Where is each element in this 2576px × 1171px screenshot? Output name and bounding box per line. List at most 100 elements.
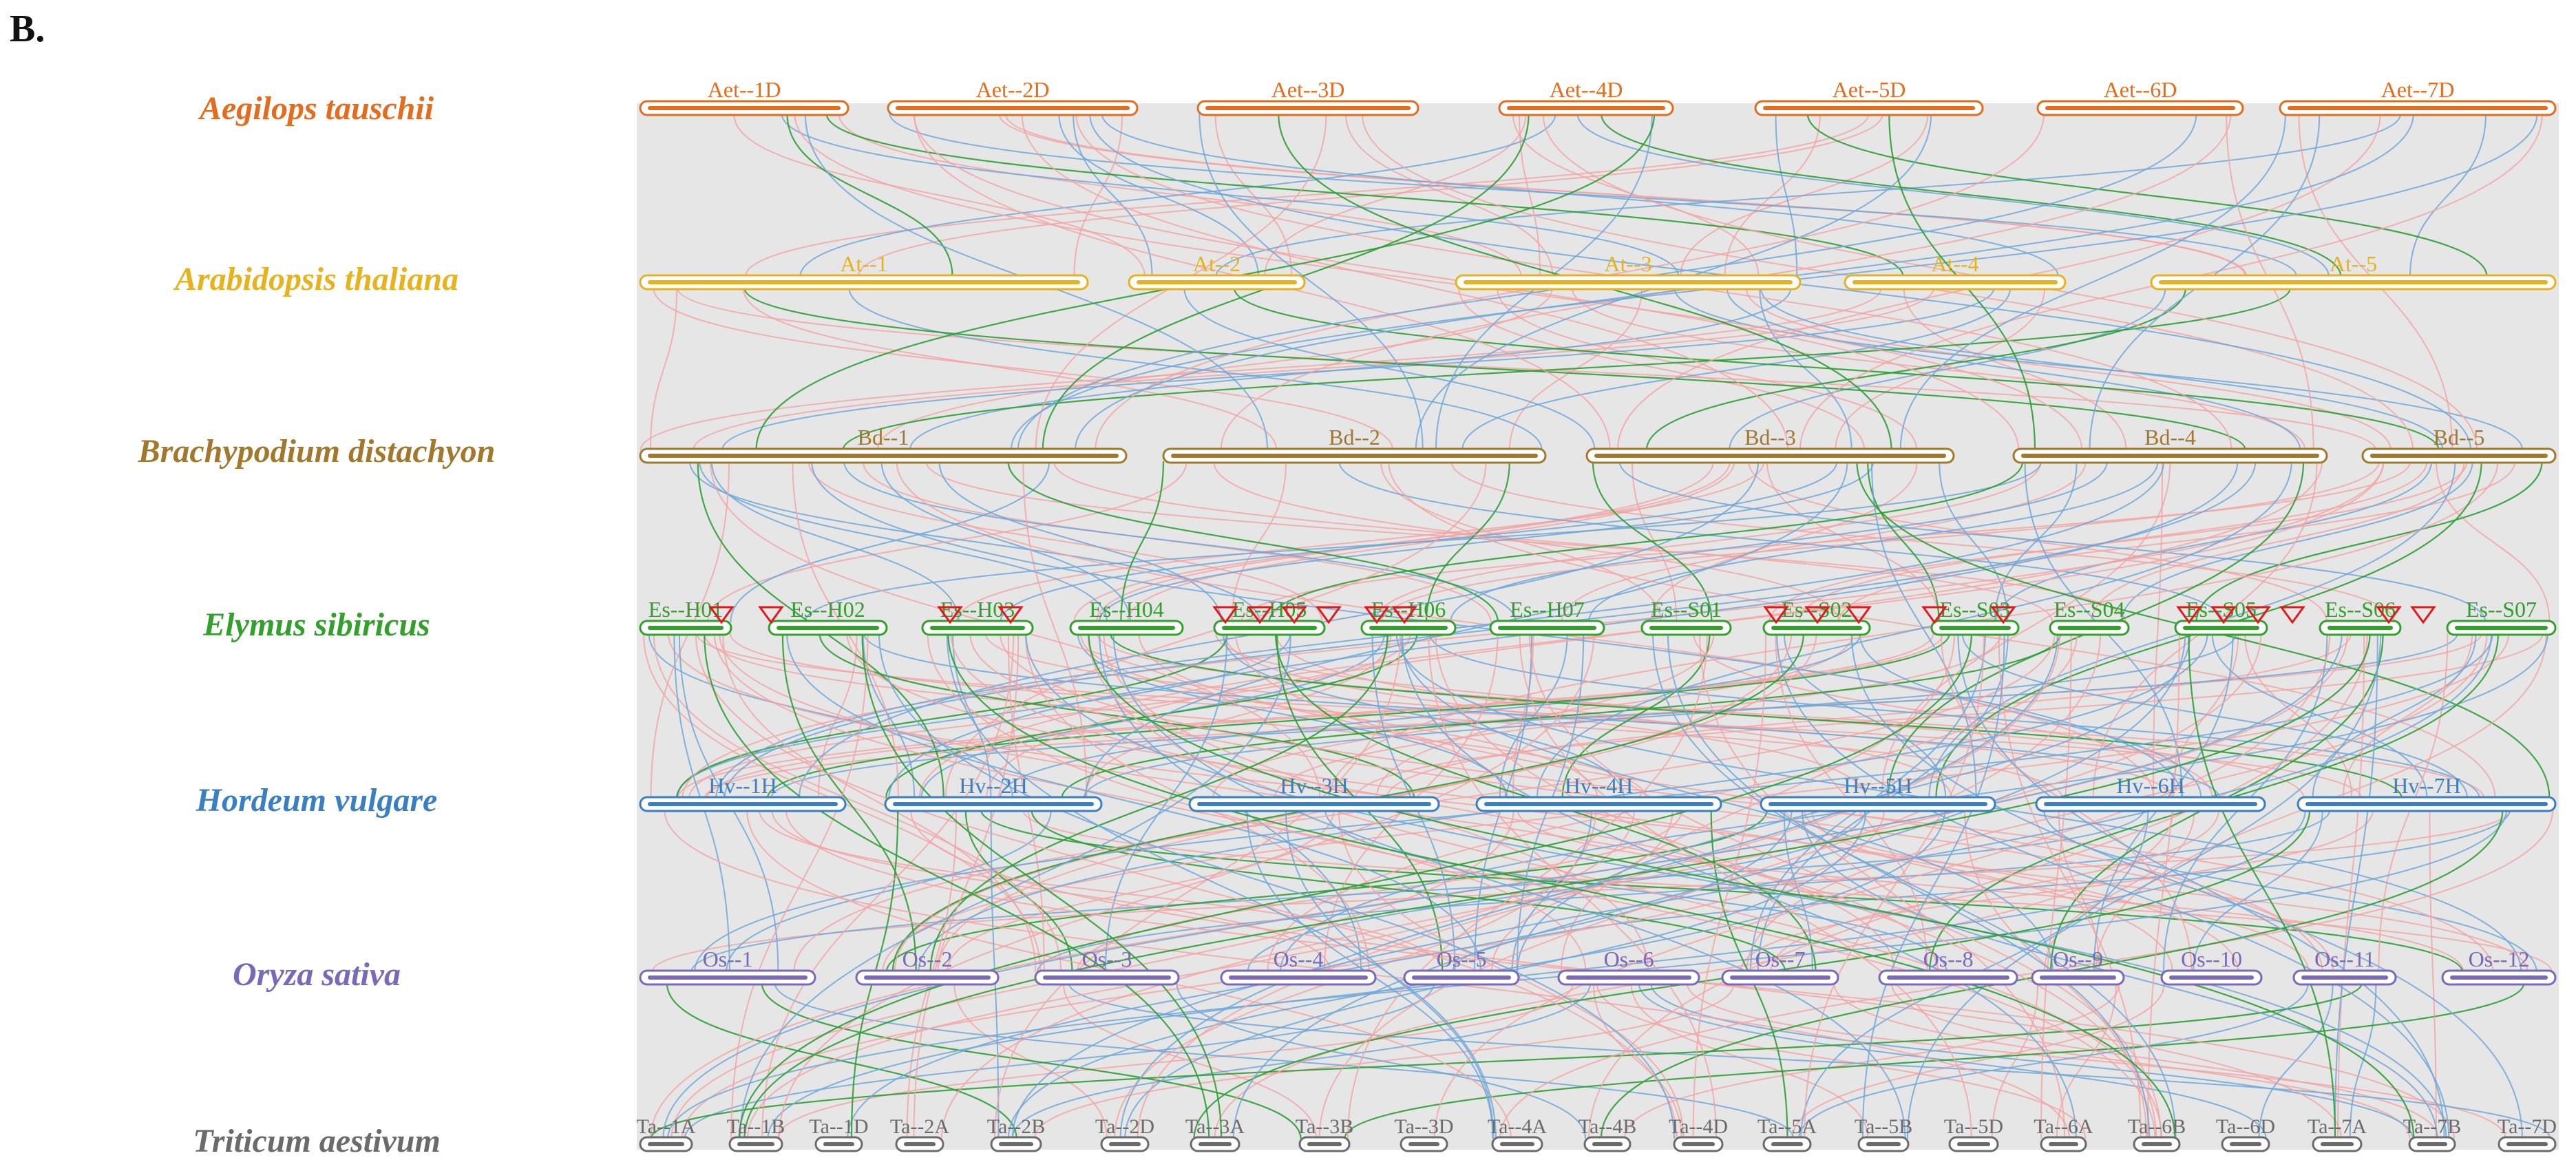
gene-marker-icon (1763, 606, 1789, 624)
chromosome-aet-6d: Aet--6D (2036, 77, 2244, 116)
chromosome-aet-5d: Aet--5D (1754, 77, 1984, 116)
collinearity-link (1803, 809, 2529, 973)
chromosome-ta-5a: Ta--5A (1757, 1115, 1817, 1152)
collinearity-link (689, 461, 1260, 623)
chromosome-ta-3d: Ta--3D (1394, 1115, 1454, 1152)
collinearity-link (1596, 982, 2087, 1139)
panel-label: B. (10, 8, 45, 50)
collinearity-link (1587, 461, 2159, 623)
collinearity-link (688, 633, 1411, 799)
chromosome-ta-5b: Ta--5B (1855, 1115, 1912, 1152)
collinearity-link (2342, 633, 2473, 799)
collinearity-link (653, 287, 1394, 451)
gene-marker-icon (1281, 606, 1307, 624)
collinearity-link (2195, 461, 2543, 623)
gene-marker-icon (1316, 606, 1342, 624)
collinearity-link (786, 633, 1482, 973)
collinearity-link (1939, 461, 2009, 623)
collinearity-link (1199, 113, 1424, 451)
collinearity-link (1861, 633, 2005, 1139)
chromosome-bd-4: Bd--4 (2012, 425, 2328, 464)
chromosome-label: Os--9 (2053, 947, 2103, 971)
collinearity-link (1095, 461, 1714, 623)
species-label-oryza-sativa: Oryza sativa (233, 956, 401, 993)
chromosome-label: Ta--3A (1185, 1115, 1245, 1138)
chromosome-label: Os--12 (2469, 947, 2530, 971)
collinearity-link (1769, 461, 2468, 623)
collinearity-link (2244, 633, 2353, 799)
chromosome-label: Ta--2A (890, 1115, 950, 1138)
collinearity-link (1021, 113, 1789, 451)
collinearity-link (1007, 461, 1499, 623)
collinearity-link (880, 461, 1131, 623)
chromosome-os-8: Os--8 (1878, 947, 2018, 986)
gene-marker-icon (2176, 606, 2202, 624)
gene-marker-icon (1846, 606, 1872, 624)
chromosome-os-7: Os--7 (1721, 947, 1839, 986)
chromosome-label: Ta--7A (2308, 1115, 2367, 1138)
collinearity-link (799, 113, 1556, 277)
chromosome-os-10: Os--10 (2160, 947, 2263, 986)
collinearity-link (1400, 633, 2054, 973)
chromosome-at-4: At--4 (1844, 251, 2067, 291)
collinearity-link (2334, 633, 2378, 1139)
collinearity-link (1674, 287, 2524, 451)
collinearity-link (1137, 633, 2060, 1139)
collinearity-link (1994, 461, 2078, 623)
collinearity-link (1630, 982, 1869, 1139)
chromosome-es-s01: Es--S01 (1640, 597, 1732, 636)
chromosome-es-s06: Es--S06 (2319, 597, 2402, 636)
collinearity-link (807, 461, 1323, 623)
collinearity-link (675, 633, 1291, 799)
chromosome-label: Hv--6H (2116, 773, 2185, 798)
chromosome-ta-3b: Ta--3B (1296, 1115, 1353, 1152)
collinearity-link (1380, 461, 2380, 623)
chromosome-at-2: At--2 (1128, 251, 1306, 291)
collinearity-link (1957, 633, 2445, 1139)
chromosome-at-1: At--1 (639, 251, 1089, 291)
collinearity-link (1906, 633, 2382, 1139)
collinearity-link (1692, 633, 1767, 1139)
chromosome-label: Os--6 (1604, 947, 1654, 971)
chromosome-aet-1d: Aet--1D (639, 77, 849, 116)
species-label-hordeum-vulgare: Hordeum vulgare (196, 782, 438, 819)
chromosome-label: Os--7 (1755, 947, 1806, 971)
collinearity-link (1461, 287, 2012, 451)
collinearity-link (1087, 633, 2162, 1139)
chromosome-label: Aet--4D (1550, 77, 1623, 102)
chromosome-label: Ta--3D (1394, 1115, 1453, 1138)
gene-marker-icon (2210, 606, 2237, 624)
collinearity-link (781, 633, 917, 973)
collinearity-link (2058, 809, 2100, 973)
collinearity-link (1004, 113, 2248, 277)
chromosome-label: Os--5 (1437, 947, 1487, 971)
collinearity-link (2436, 461, 2551, 623)
gene-marker-icon (758, 606, 784, 624)
chromosome-label: Hv--5H (1844, 773, 1912, 798)
collinearity-link (713, 633, 1587, 973)
collinearity-link (1729, 287, 2166, 451)
chromosome-label: Es--S07 (2466, 597, 2537, 622)
collinearity-link (1618, 461, 2487, 623)
collinearity-link (1374, 461, 2042, 623)
collinearity-link (1881, 461, 2171, 799)
collinearity-link (1213, 461, 1840, 623)
collinearity-link (706, 461, 1187, 623)
chromosome-label: Aet--7D (2381, 77, 2455, 102)
collinearity-link (1428, 633, 1718, 1139)
collinearity-link (649, 287, 678, 451)
collinearity-link (739, 633, 1291, 1139)
collinearity-link (2056, 982, 2117, 1139)
chromosome-aet-2d: Aet--2D (887, 77, 1139, 116)
chromosome-label: Ta--6A (2034, 1115, 2093, 1138)
chromosome-hv-6h: Hv--6H (2035, 773, 2266, 812)
collinearity-link (1592, 982, 1682, 1139)
chromosome-label: Es--S04 (2054, 597, 2124, 622)
collinearity-link (767, 809, 2306, 1139)
chromosome-label: Hv--4H (1565, 773, 1634, 798)
collinearity-link (1560, 633, 1955, 973)
chromosome-es-h04: Es--H04 (1069, 597, 1184, 636)
collinearity-link (1022, 809, 2553, 973)
chromosome-os-12: Os--12 (2441, 947, 2557, 986)
